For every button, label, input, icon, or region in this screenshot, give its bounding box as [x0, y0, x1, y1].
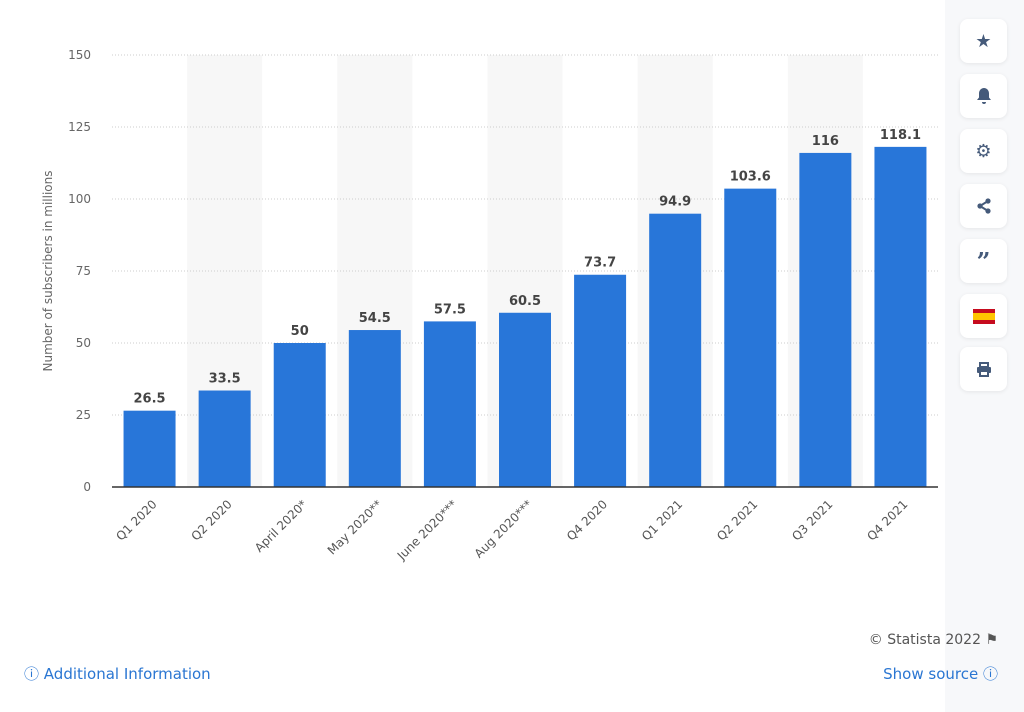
data-label: 103.6 — [730, 170, 771, 185]
copyright-text: © Statista 2022 — [868, 632, 981, 648]
print-icon — [976, 361, 991, 377]
data-label: 73.7 — [584, 256, 616, 271]
bar — [423, 321, 476, 487]
flag-icon: ⚑ — [985, 632, 998, 648]
share-button[interactable] — [960, 184, 1007, 228]
share-icon — [976, 198, 991, 214]
bar — [348, 330, 401, 487]
show-source-label: Show source — [883, 665, 979, 683]
bar — [799, 152, 852, 488]
x-tick-label: Aug 2020*** — [472, 497, 535, 560]
data-label: 54.5 — [359, 311, 391, 326]
x-tick-label: April 2020* — [252, 497, 310, 555]
cite-button[interactable]: ” — [960, 239, 1007, 283]
bell-icon — [976, 88, 991, 104]
spain-flag-icon — [972, 308, 995, 324]
bar — [874, 146, 927, 487]
sidebar: ★ ⚙ ” — [945, 0, 1024, 712]
x-tick-label: Q4 2020 — [564, 497, 610, 543]
notification-button[interactable] — [960, 74, 1007, 118]
bar — [649, 213, 702, 488]
info-icon: ⓘ — [982, 665, 998, 683]
show-source-link[interactable]: Show source ⓘ — [883, 663, 998, 684]
additional-information-link[interactable]: ⓘ Additional Information — [24, 663, 211, 684]
copyright: © Statista 2022 ⚑ — [869, 632, 998, 648]
y-tick-label: 125 — [68, 120, 91, 134]
language-button[interactable] — [960, 294, 1007, 338]
gear-icon: ⚙ — [975, 140, 992, 162]
quote-icon: ” — [976, 246, 991, 276]
bar-chart: 0 25 50 75 100 125 150 Number of subscribers in… — [41, 48, 938, 563]
bar — [273, 343, 326, 487]
print-button[interactable] — [960, 347, 1007, 391]
data-label: 118.1 — [880, 128, 921, 143]
y-tick-label: 150 — [68, 48, 91, 62]
data-label: 60.5 — [509, 294, 541, 309]
bar — [724, 188, 777, 487]
x-tick-label: Q3 2021 — [789, 497, 835, 543]
bar — [123, 410, 176, 487]
x-tick-label: Q2 2021 — [714, 497, 760, 543]
data-label: 57.5 — [434, 302, 466, 317]
x-tick-label: Q1 2021 — [639, 497, 685, 543]
data-label: 116 — [812, 134, 839, 149]
x-tick-label: May 2020** — [325, 497, 385, 557]
info-icon: ⓘ — [24, 665, 40, 683]
y-tick-label: 0 — [83, 480, 91, 494]
data-label: 50 — [291, 324, 309, 339]
data-label: 94.9 — [659, 195, 691, 210]
x-tick-label: Q4 2021 — [864, 497, 910, 543]
y-tick-label: 75 — [76, 264, 91, 278]
bar — [574, 274, 627, 487]
data-label: 33.5 — [209, 372, 241, 387]
bar — [198, 390, 251, 487]
x-tick-label: Q1 2020 — [113, 497, 159, 543]
favorite-button[interactable]: ★ — [960, 19, 1007, 63]
additional-information-label: Additional Information — [43, 665, 211, 683]
y-tick-label: 50 — [76, 336, 91, 350]
y-tick-label: 100 — [68, 192, 91, 206]
y-axis-label: Number of subscribers in millions — [41, 171, 55, 372]
data-label: 26.5 — [134, 392, 166, 407]
settings-button[interactable]: ⚙ — [960, 129, 1007, 173]
star-icon: ★ — [975, 30, 992, 52]
y-tick-label: 25 — [76, 408, 91, 422]
bar — [499, 312, 551, 487]
x-tick-label: June 2020*** — [394, 497, 460, 563]
x-tick-label: Q2 2020 — [188, 497, 234, 543]
